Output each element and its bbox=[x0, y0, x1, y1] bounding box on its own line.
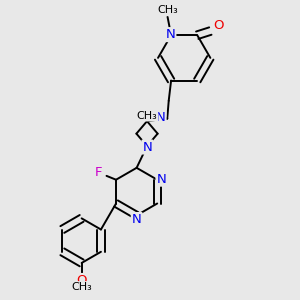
Text: N: N bbox=[156, 112, 166, 124]
Text: N: N bbox=[166, 28, 176, 41]
Text: O: O bbox=[213, 19, 223, 32]
Text: CH₃: CH₃ bbox=[137, 111, 158, 121]
Text: F: F bbox=[95, 166, 103, 179]
Text: N: N bbox=[132, 213, 142, 226]
Text: O: O bbox=[76, 274, 87, 287]
Text: CH₃: CH₃ bbox=[71, 282, 92, 292]
Text: N: N bbox=[142, 140, 152, 154]
Text: N: N bbox=[157, 172, 166, 186]
Text: CH₃: CH₃ bbox=[157, 5, 178, 15]
